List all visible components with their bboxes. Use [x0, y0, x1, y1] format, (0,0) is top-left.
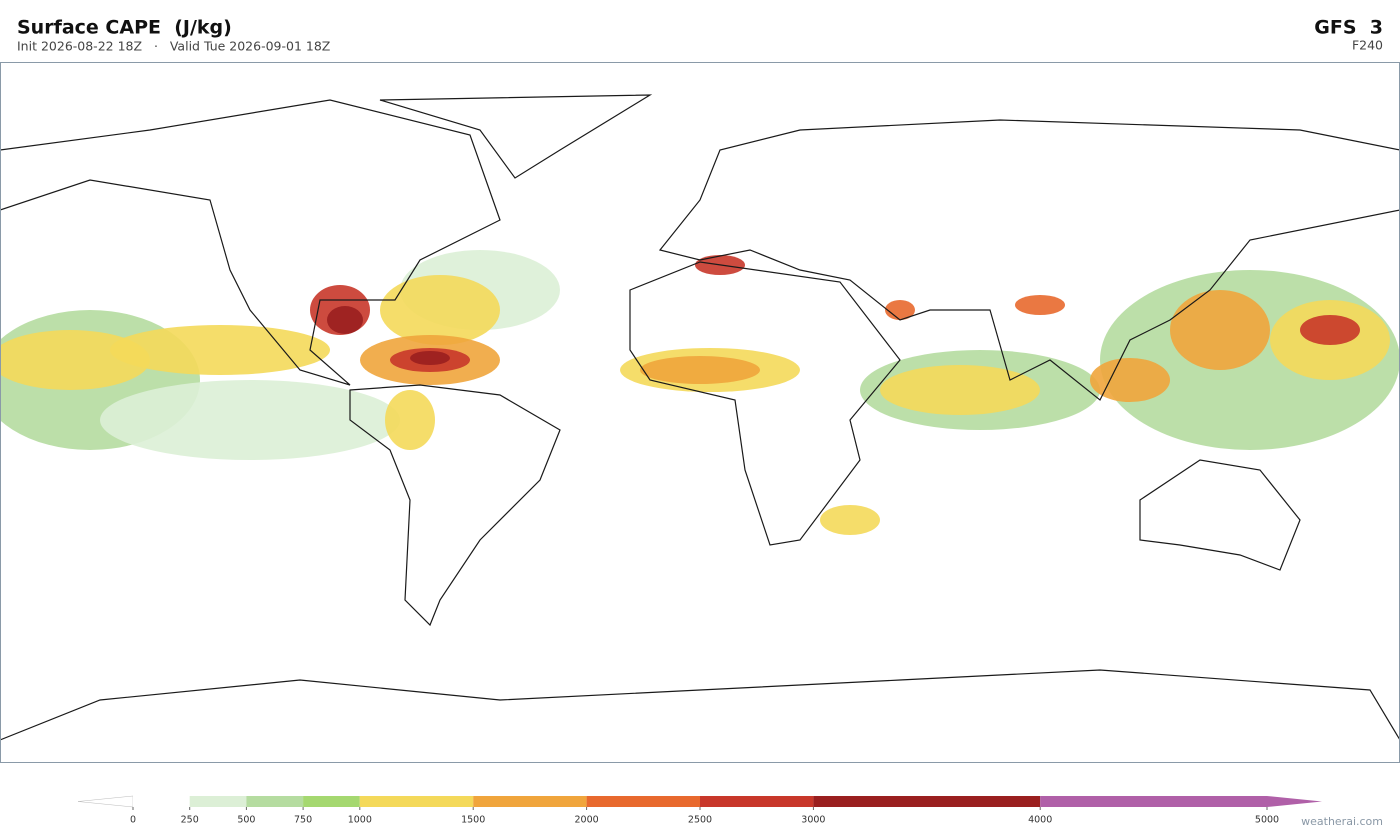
australia: [1139, 459, 1301, 571]
colorbar: 0 250 500 750 1000 1500 2000 2500 3000 4000 5000: [77, 795, 1322, 826]
cape-area: [1170, 290, 1270, 370]
colorbar-tick-label: 250: [181, 815, 199, 826]
cape-area: [385, 390, 435, 450]
colorbar-segment: [473, 796, 587, 807]
coastlines: [0, 94, 1400, 741]
colorbar-tick-label: 2500: [688, 815, 712, 826]
cape-area: [1015, 295, 1065, 315]
colorbar-tick-label: 2000: [575, 815, 599, 826]
greenland: [379, 94, 653, 179]
subtitle: Init 2026-08-22 18Z · Valid Tue 2026-09-…: [17, 39, 330, 54]
title: Surface CAPE (J/kg): [17, 17, 232, 39]
colorbar-segment: [303, 796, 360, 807]
north-america: [0, 99, 501, 386]
colorbar-segment: [246, 796, 304, 807]
colorbar-segment: [700, 796, 814, 807]
colorbar-tick-label: 3000: [801, 815, 825, 826]
south-america: [349, 384, 561, 627]
colorbar-segment: [1040, 796, 1267, 807]
cape-area: [380, 275, 500, 345]
cape-area: [640, 356, 760, 384]
cape-area: [327, 306, 363, 334]
colorbar-segment: [813, 796, 1041, 807]
colorbar-segment: [586, 796, 700, 807]
colorbar-tick-label: 500: [237, 815, 255, 826]
antarctica: [0, 669, 1400, 741]
cape-area: [100, 380, 400, 460]
colorbar-segment: [189, 796, 247, 807]
cape-area: [1300, 315, 1360, 345]
cape-area: [880, 365, 1040, 415]
cape-area: [885, 300, 915, 320]
africa: [629, 261, 901, 546]
colorbar-tick-label: 1500: [461, 815, 485, 826]
colorbar-tick-label: 750: [294, 815, 312, 826]
cape-field: [0, 250, 1400, 535]
colorbar-over: [1267, 796, 1322, 807]
colorbar-segment: [359, 796, 474, 807]
cape-area: [410, 351, 450, 365]
model-name: GFS 3: [1314, 17, 1383, 39]
cape-area: [1090, 358, 1170, 402]
cape-area: [820, 505, 880, 535]
colorbar-tick-label: 1000: [348, 815, 372, 826]
eurasia: [658, 119, 1400, 401]
colorbar-tick-label: 5000: [1255, 815, 1279, 826]
colorbar-tick-label: 0: [130, 815, 136, 826]
colorbar-under: [77, 795, 134, 808]
forecast-hour: F240: [1352, 38, 1383, 53]
colorbar-segment: [133, 796, 190, 807]
cape-area: [110, 325, 330, 375]
credit: weatherai.com: [1301, 815, 1383, 828]
colorbar-tick-label: 4000: [1028, 815, 1052, 826]
